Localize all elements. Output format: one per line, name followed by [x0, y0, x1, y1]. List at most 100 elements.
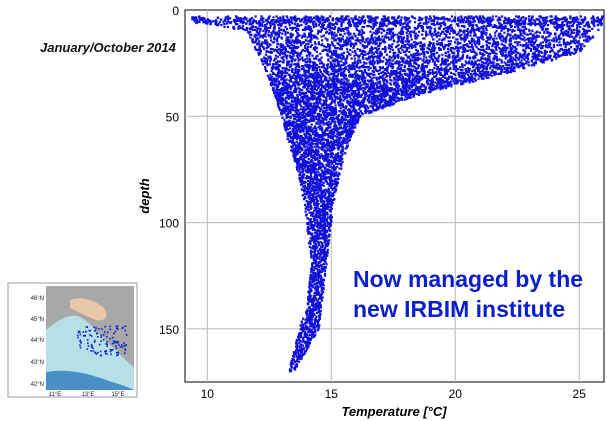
data-point [488, 42, 491, 45]
data-point [416, 56, 420, 59]
data-point [391, 33, 394, 36]
data-point [518, 56, 521, 59]
data-point [384, 94, 388, 97]
data-point [386, 93, 389, 97]
data-point [462, 44, 465, 47]
data-point [509, 55, 513, 58]
data-point [330, 23, 333, 26]
data-point [473, 40, 476, 43]
data-point [400, 37, 404, 40]
data-point [390, 56, 393, 59]
data-point [339, 38, 343, 41]
data-point [440, 68, 443, 72]
data-point [485, 66, 488, 69]
data-point [408, 50, 411, 53]
data-point [545, 20, 549, 23]
data-point [297, 24, 301, 28]
data-point [518, 28, 521, 31]
data-point [547, 43, 550, 46]
data-point [532, 57, 535, 60]
data-point [349, 45, 353, 48]
data-point [336, 46, 339, 50]
data-point [260, 23, 263, 27]
data-point [275, 91, 278, 95]
data-point [388, 62, 391, 65]
data-point [362, 77, 365, 80]
data-point [273, 38, 276, 41]
data-point [587, 40, 590, 43]
data-point [297, 70, 300, 74]
data-point [278, 65, 282, 68]
data-point [286, 64, 289, 67]
data-point [301, 77, 304, 80]
data-point [480, 26, 483, 30]
data-point [403, 66, 406, 69]
data-point [362, 87, 365, 90]
data-point [595, 20, 598, 23]
data-point [446, 82, 450, 85]
data-point [205, 20, 208, 23]
data-point [449, 40, 452, 43]
data-point [328, 83, 331, 86]
data-point [463, 31, 466, 34]
data-point [282, 76, 285, 79]
data-point [531, 52, 534, 55]
data-point [322, 65, 325, 68]
data-point [308, 32, 311, 35]
data-point [463, 64, 466, 67]
data-point [377, 72, 380, 75]
data-point [325, 85, 328, 88]
data-point [352, 67, 355, 71]
data-point [538, 54, 541, 57]
data-point [397, 39, 400, 42]
data-point [327, 43, 330, 46]
data-point [585, 22, 588, 25]
data-point [336, 42, 339, 45]
data-point [425, 23, 428, 26]
data-point [321, 22, 324, 25]
data-point [458, 30, 461, 33]
data-point [519, 65, 522, 68]
data-point [318, 84, 321, 87]
data-point [368, 61, 372, 64]
data-point [361, 50, 364, 53]
data-point [376, 16, 379, 19]
data-point [392, 72, 395, 75]
data-point [445, 61, 448, 64]
data-point [417, 78, 420, 81]
data-point [318, 66, 321, 69]
data-point [335, 70, 338, 74]
data-point [414, 37, 417, 40]
data-point [485, 24, 488, 28]
data-point [334, 39, 337, 42]
data-point [275, 38, 279, 41]
data-point [504, 50, 507, 53]
data-point [447, 40, 450, 43]
data-point [469, 31, 473, 34]
data-point [430, 57, 433, 60]
data-point [401, 84, 404, 87]
data-point [572, 28, 575, 31]
data-point [375, 42, 379, 45]
data-point [355, 53, 358, 56]
data-point [481, 35, 484, 38]
data-point [281, 61, 285, 64]
data-point [533, 37, 536, 40]
data-point [500, 29, 503, 32]
data-point [350, 67, 353, 71]
data-point [435, 74, 438, 77]
data-point [492, 58, 495, 61]
data-point [344, 39, 348, 42]
data-point [488, 58, 491, 61]
data-point [383, 82, 386, 85]
data-point [410, 92, 414, 96]
data-point [360, 52, 363, 55]
data-point [364, 86, 367, 89]
data-point [546, 27, 549, 31]
data-point [310, 92, 313, 96]
data-point [299, 44, 303, 47]
data-point [385, 36, 388, 39]
data-point [394, 24, 397, 28]
data-point [274, 94, 277, 97]
data-point [585, 38, 588, 41]
